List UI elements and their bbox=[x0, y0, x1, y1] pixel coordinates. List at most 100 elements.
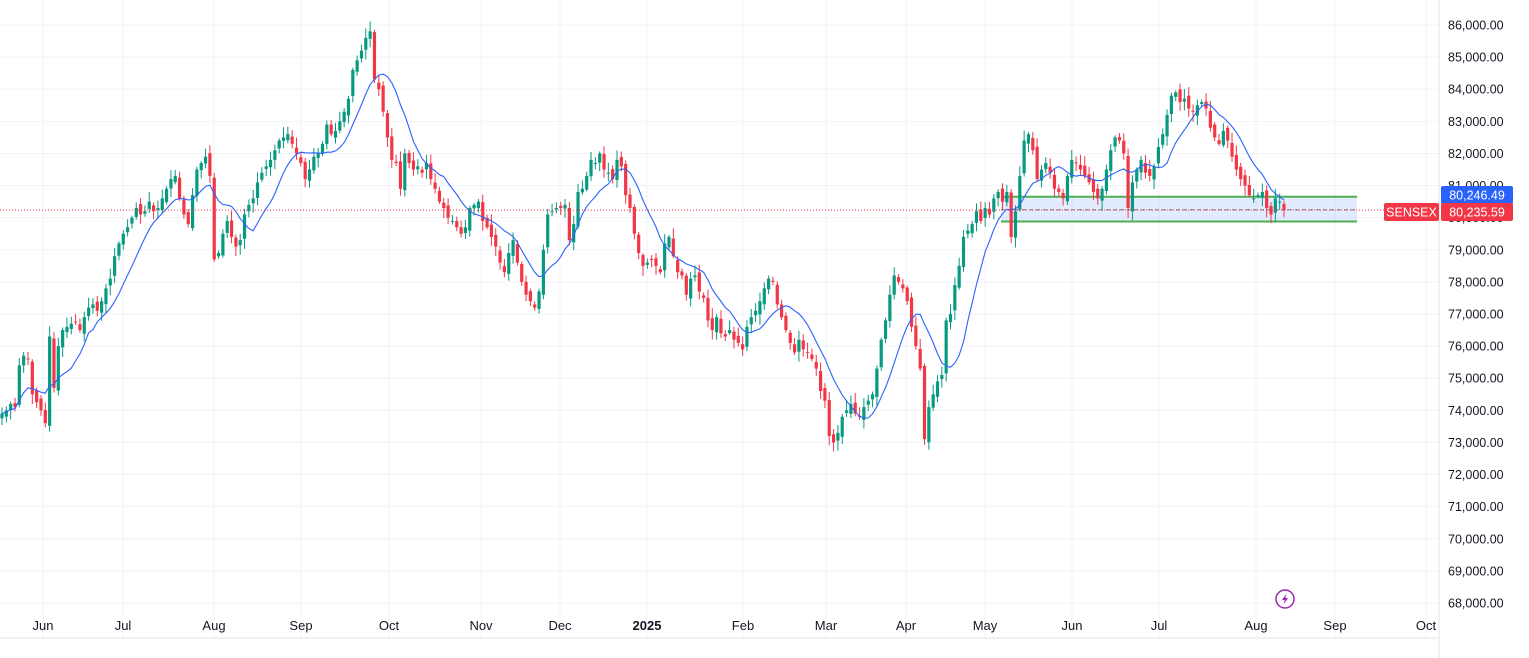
candle-up bbox=[931, 384, 935, 412]
candle-up bbox=[667, 234, 671, 251]
candle-up bbox=[307, 159, 312, 188]
candle-down bbox=[385, 109, 390, 147]
candle-body bbox=[364, 37, 368, 50]
candle-body bbox=[52, 338, 56, 388]
candle-body bbox=[294, 147, 299, 154]
candle-down bbox=[1178, 83, 1182, 111]
candle-down bbox=[775, 281, 779, 309]
candle-up bbox=[268, 151, 273, 176]
candle-body bbox=[442, 202, 446, 209]
candle-up bbox=[416, 159, 420, 175]
candle-body bbox=[333, 130, 338, 138]
candle-down bbox=[1243, 169, 1247, 196]
candle-body bbox=[875, 368, 879, 398]
candle-up bbox=[9, 401, 13, 420]
lightning-icon[interactable] bbox=[1275, 589, 1295, 609]
y-tick-label: 69,000.00 bbox=[1448, 564, 1504, 578]
candle-body bbox=[1243, 175, 1247, 186]
candle-body bbox=[481, 202, 485, 221]
candle-up bbox=[663, 234, 667, 278]
candle-body bbox=[355, 60, 359, 72]
candle-up bbox=[537, 288, 541, 314]
candle-body bbox=[351, 69, 355, 97]
candle-body bbox=[524, 281, 528, 295]
time-axis[interactable]: Jun Jul Aug Sep Oct Nov Dec 2025 Feb Mar Apr May Jun… bbox=[33, 618, 1437, 633]
grid-lines bbox=[0, 0, 1439, 638]
candle-body bbox=[507, 252, 511, 274]
candle-body bbox=[987, 208, 992, 215]
candle-up bbox=[22, 351, 26, 373]
price-axis[interactable]: 86,000.00 85,000.00 84,000.00 83,000.00 82,0… bbox=[1448, 19, 1504, 611]
candle-body bbox=[502, 266, 507, 273]
candle-body bbox=[676, 260, 680, 273]
candle-body bbox=[381, 85, 385, 112]
candle-body bbox=[619, 156, 623, 167]
candle-body bbox=[528, 291, 532, 302]
candle-down bbox=[30, 359, 34, 405]
candle-body bbox=[160, 198, 164, 211]
candle-body bbox=[485, 217, 489, 228]
candle-body bbox=[134, 208, 138, 217]
candle-body bbox=[13, 403, 17, 408]
candle-up bbox=[797, 330, 801, 362]
candle-body bbox=[398, 161, 403, 189]
candle-body bbox=[1091, 179, 1096, 192]
candle-body bbox=[199, 163, 203, 171]
candle-body bbox=[689, 278, 693, 299]
candle-body bbox=[1230, 142, 1234, 157]
candle-body bbox=[823, 388, 827, 401]
candle-body bbox=[979, 209, 983, 221]
candle-body bbox=[1148, 169, 1152, 176]
candle-up bbox=[1260, 183, 1264, 207]
candle-body bbox=[992, 198, 996, 212]
candle-down bbox=[637, 232, 641, 260]
candle-down bbox=[520, 261, 524, 286]
candle-body bbox=[628, 194, 632, 209]
candle-up bbox=[1005, 184, 1009, 207]
candle-down bbox=[1230, 132, 1234, 162]
candle-down bbox=[857, 407, 862, 420]
candle-up bbox=[758, 292, 762, 325]
candle-body bbox=[17, 365, 21, 405]
candle-up bbox=[888, 285, 892, 328]
candle-body bbox=[1005, 191, 1009, 203]
candle-down bbox=[182, 195, 186, 219]
candle-body bbox=[255, 182, 260, 199]
candle-body bbox=[1182, 98, 1186, 102]
candle-down bbox=[1282, 200, 1286, 217]
candle-down bbox=[1208, 101, 1212, 132]
candle-body bbox=[69, 323, 73, 329]
candle-body bbox=[420, 169, 424, 173]
candle-down bbox=[524, 275, 528, 302]
candle-body bbox=[559, 205, 563, 209]
candle-body bbox=[810, 354, 814, 359]
candle-down bbox=[814, 354, 818, 376]
candle-up bbox=[126, 219, 130, 237]
candle-up bbox=[1152, 163, 1156, 190]
candle-body bbox=[1039, 169, 1044, 181]
candle-down bbox=[381, 81, 385, 117]
candle-body bbox=[779, 304, 784, 318]
candle-up bbox=[65, 317, 69, 339]
candle-body bbox=[767, 278, 771, 290]
candle-body bbox=[424, 163, 429, 170]
candle-down bbox=[52, 332, 56, 393]
candle-body bbox=[1026, 134, 1031, 144]
candle-up bbox=[957, 257, 961, 290]
candle-body bbox=[961, 236, 966, 268]
support-zone[interactable] bbox=[1001, 195, 1357, 223]
candle-body bbox=[909, 297, 914, 327]
candle-body bbox=[883, 320, 888, 339]
candle-body bbox=[177, 177, 182, 199]
candle-body bbox=[87, 307, 91, 317]
candle-down bbox=[95, 295, 99, 317]
candle-body bbox=[940, 375, 944, 380]
candle-body bbox=[221, 233, 225, 256]
candle-down bbox=[212, 172, 216, 262]
candle-up bbox=[961, 230, 966, 272]
candle-down bbox=[788, 330, 792, 350]
candle-body bbox=[966, 230, 970, 235]
candle-body bbox=[91, 304, 95, 309]
candle-up bbox=[147, 192, 151, 214]
